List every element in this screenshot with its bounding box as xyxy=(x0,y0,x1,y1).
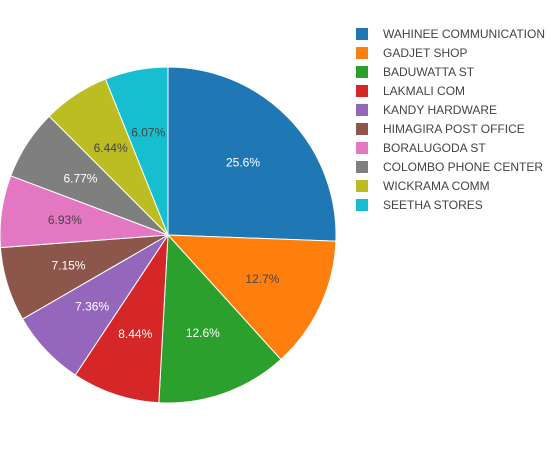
legend-label-himagira-post-office[interactable]: HIMAGIRA POST OFFICE xyxy=(383,122,525,136)
slice-percent-label: 8.44% xyxy=(118,327,152,341)
legend-label-wickrama-comm[interactable]: WICKRAMA COMM xyxy=(383,179,490,193)
slice-percent-label: 6.44% xyxy=(94,141,128,155)
legend-label-boralugoda-st[interactable]: BORALUGODA ST xyxy=(383,141,486,155)
slice-percent-label: 12.6% xyxy=(186,326,220,340)
legend-label-kandy-hardware[interactable]: KANDY HARDWARE xyxy=(383,103,497,117)
slice-percent-label: 6.77% xyxy=(63,172,97,186)
pie-slice-labels: 25.6% 12.7% 12.6% 8.44% 7.36% 7.15% 6.93% 6.77%… xyxy=(48,126,280,341)
slice-percent-label: 7.36% xyxy=(75,299,109,313)
slice-percent-label: 6.93% xyxy=(48,213,82,227)
pie-slice-wahinee-communication[interactable] xyxy=(167,66,337,242)
legend-swatch-gadjet-shop[interactable] xyxy=(356,47,368,59)
legend-swatch-wickrama-comm[interactable] xyxy=(356,180,368,192)
slice-percent-label: 25.6% xyxy=(226,156,260,170)
legend-swatch-kandy-hardware[interactable] xyxy=(356,104,368,116)
pie-slice-lakmali-com[interactable] xyxy=(74,233,169,404)
legend-swatch-lakmali-com[interactable] xyxy=(356,85,368,97)
legend-swatch-boralugoda-st[interactable] xyxy=(356,142,368,154)
legend-label-colombo-phone-center[interactable]: COLOMBO PHONE CENTER xyxy=(383,160,543,174)
legend: WAHINEE COMMUNICATION GADJET SHOP BADUWATT… xyxy=(356,27,545,212)
legend-swatch-himagira-post-office[interactable] xyxy=(356,123,368,135)
pie-slice-seetha-stores[interactable] xyxy=(104,66,169,236)
pie-slice-gadjet-shop[interactable] xyxy=(166,234,337,361)
legend-label-seetha-stores[interactable]: SEETHA STORES xyxy=(383,198,483,212)
legend-label-gadjet-shop[interactable]: GADJET SHOP xyxy=(383,46,467,60)
slice-percent-label: 7.15% xyxy=(51,259,85,273)
slice-percent-label: 12.7% xyxy=(245,272,279,286)
legend-label-lakmali-com[interactable]: LAKMALI COM xyxy=(383,84,465,98)
legend-label-wahinee-communication[interactable]: WAHINEE COMMUNICATION xyxy=(383,27,545,41)
slice-percent-label: 6.07% xyxy=(131,126,165,140)
pie-slice-baduwatta-st[interactable] xyxy=(158,233,282,404)
legend-swatch-colombo-phone-center[interactable] xyxy=(356,161,368,173)
legend-swatch-baduwatta-st[interactable] xyxy=(356,66,368,78)
legend-label-baduwatta-st[interactable]: BADUWATTA ST xyxy=(383,65,475,79)
legend-swatch-seetha-stores[interactable] xyxy=(356,199,368,211)
legend-swatch-wahinee-communication[interactable] xyxy=(356,28,368,40)
pie-slices xyxy=(0,66,337,404)
